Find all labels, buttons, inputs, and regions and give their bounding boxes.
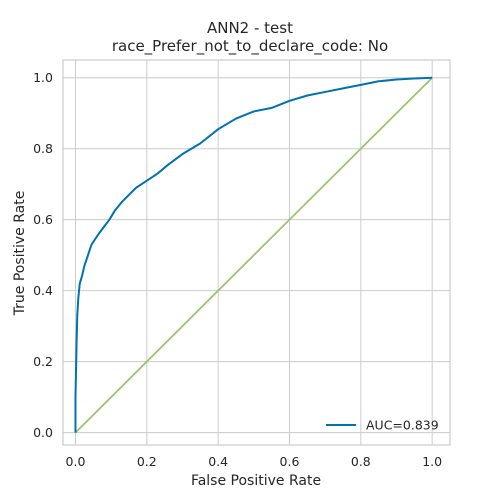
grid — [63, 60, 450, 445]
legend: AUC=0.839 — [326, 418, 439, 433]
x-axis-label: False Positive Rate — [191, 473, 321, 489]
x-tick-label: 1.0 — [422, 454, 442, 469]
legend-label: AUC=0.839 — [366, 418, 439, 433]
y-tick-label: 0.8 — [33, 141, 53, 156]
y-tick-label: 0.2 — [33, 354, 53, 369]
chart-title-line-2: race_Prefer_not_to_declare_code: No — [111, 37, 389, 55]
x-tick-label: 0.2 — [137, 454, 157, 469]
series-layer — [74, 76, 433, 434]
x-tick-label: 0.8 — [351, 454, 371, 469]
chance-diagonal-line — [74, 77, 433, 434]
chart-title-line-1: ANN2 - test — [206, 19, 293, 37]
y-tick-label: 0.4 — [33, 283, 53, 298]
y-axis-label: True Positive Rate — [12, 191, 28, 317]
y-tick-label: 0.0 — [33, 425, 53, 440]
x-tick-label: 0.6 — [280, 454, 300, 469]
y-tick-label: 1.0 — [33, 70, 53, 85]
roc-curve-line — [74, 76, 433, 433]
tick-labels: 0.0 0.2 0.4 0.6 0.8 1.0 0.0 0.2 0.4 0.6 0.8 1.0 — [33, 70, 442, 469]
x-tick-label: 0.4 — [208, 454, 228, 469]
y-tick-label: 0.6 — [33, 212, 53, 227]
x-tick-label: 0.0 — [66, 454, 86, 469]
